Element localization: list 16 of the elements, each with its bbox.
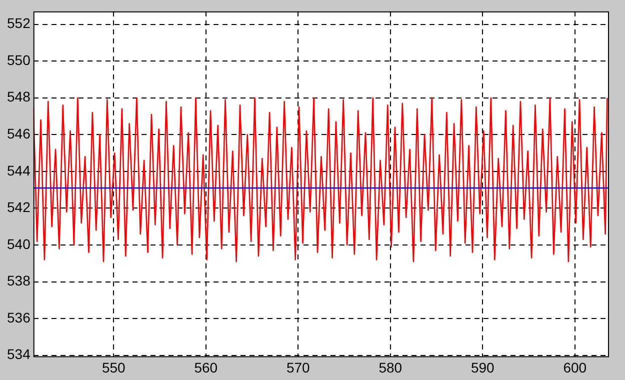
x-tick-label: 600 [563, 359, 587, 376]
y-tick-label: 538 [7, 272, 31, 289]
y-tick-label: 544 [7, 162, 31, 178]
y-tick-label: 534 [7, 346, 31, 362]
y-tick-label: 546 [7, 125, 31, 142]
x-tick-label: 580 [378, 359, 402, 376]
y-tick-label: 542 [7, 199, 31, 216]
y-tick-label: 536 [7, 309, 31, 326]
x-tick-label: 550 [102, 359, 126, 376]
y-tick-label: 552 [7, 15, 31, 32]
x-tick-label: 570 [286, 359, 310, 376]
x-tick-label: 560 [194, 359, 218, 376]
y-tick-label: 548 [7, 88, 31, 105]
y-tick-label: 540 [7, 236, 31, 252]
y-tick-label: 550 [7, 52, 31, 68]
x-tick-label: 590 [470, 359, 495, 376]
